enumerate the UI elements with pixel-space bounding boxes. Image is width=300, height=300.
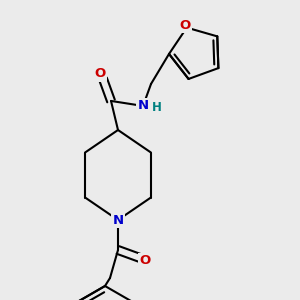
Text: N: N — [137, 99, 148, 112]
Text: N: N — [112, 214, 124, 226]
Text: O: O — [94, 68, 106, 80]
Text: O: O — [140, 254, 151, 268]
Text: O: O — [179, 19, 190, 32]
Text: H: H — [152, 101, 162, 114]
